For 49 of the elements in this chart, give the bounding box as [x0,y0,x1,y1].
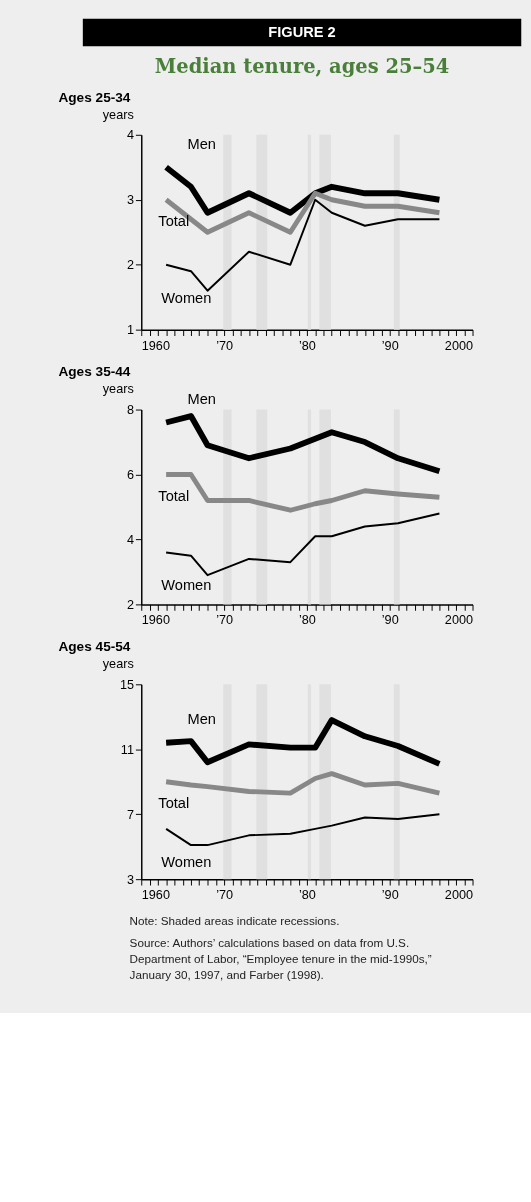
y-tick-label: 4 [126,532,134,547]
series-label: Total [158,213,190,230]
x-tick-label: 2000 [444,613,474,628]
y-tick-label: 1 [126,323,134,338]
source-note: Source: Authors’ calculations based on data from U.S. Department of Labor, “Employee tenure in the mid-1990s,” January 30, 1997, and Farber (1998). [129,936,432,981]
y-axis-title: years [102,382,134,397]
chart-subtitle: Ages 45-54 [58,639,131,655]
x-tick-label: ’70 [216,338,234,353]
y-tick-label: 6 [126,467,134,482]
series-label: Total [158,487,190,504]
x-tick-label: ’80 [298,613,316,628]
x-tick-label: 2000 [444,338,474,353]
y-tick-label: 15 [119,677,134,692]
series-label: Women [161,289,212,306]
y-tick-label: 7 [126,807,134,822]
caption: FIGURE 2 [268,24,336,41]
y-tick-label: 3 [126,193,134,208]
x-tick-label: ’90 [381,613,399,628]
y-tick-label: 2 [126,258,134,273]
x-tick-label: ’90 [381,338,399,353]
line-series [165,813,441,847]
y-tick-label: 4 [126,128,134,143]
series-label: Men [187,711,216,728]
line-series [165,512,441,577]
y-axis-title: years [102,107,134,122]
y-axis-title: years [102,657,134,672]
x-tick-label: 1960 [141,613,170,628]
series-label: Women [161,853,212,870]
x-tick-label: ’80 [298,338,316,353]
y-tick-label: 2 [126,597,134,612]
y-tick-label: 11 [120,742,134,757]
series-label: Women [161,577,212,594]
series-label: Total [158,795,190,812]
x-tick-label: ’70 [216,613,234,628]
x-tick-label: 2000 [444,888,474,903]
x-tick-label: 1960 [141,338,170,353]
series-label: Men [187,135,216,152]
chart-subtitle: Ages 25-34 [58,89,131,105]
x-tick-label: 1960 [141,888,170,903]
text: Note: Shaded areas indicate recessions. [129,913,340,927]
line-series [163,771,442,796]
chart-subtitle: Ages 35-44 [58,364,131,380]
chart-title: Median tenure, ages 25–54 [154,55,450,79]
x-tick-label: ’90 [381,888,399,903]
x-tick-label: ’70 [216,888,234,903]
y-tick-label: 8 [126,402,134,417]
x-tick-label: ’80 [298,888,316,903]
series-label: Men [187,391,216,408]
y-tick-label: 3 [126,872,134,887]
